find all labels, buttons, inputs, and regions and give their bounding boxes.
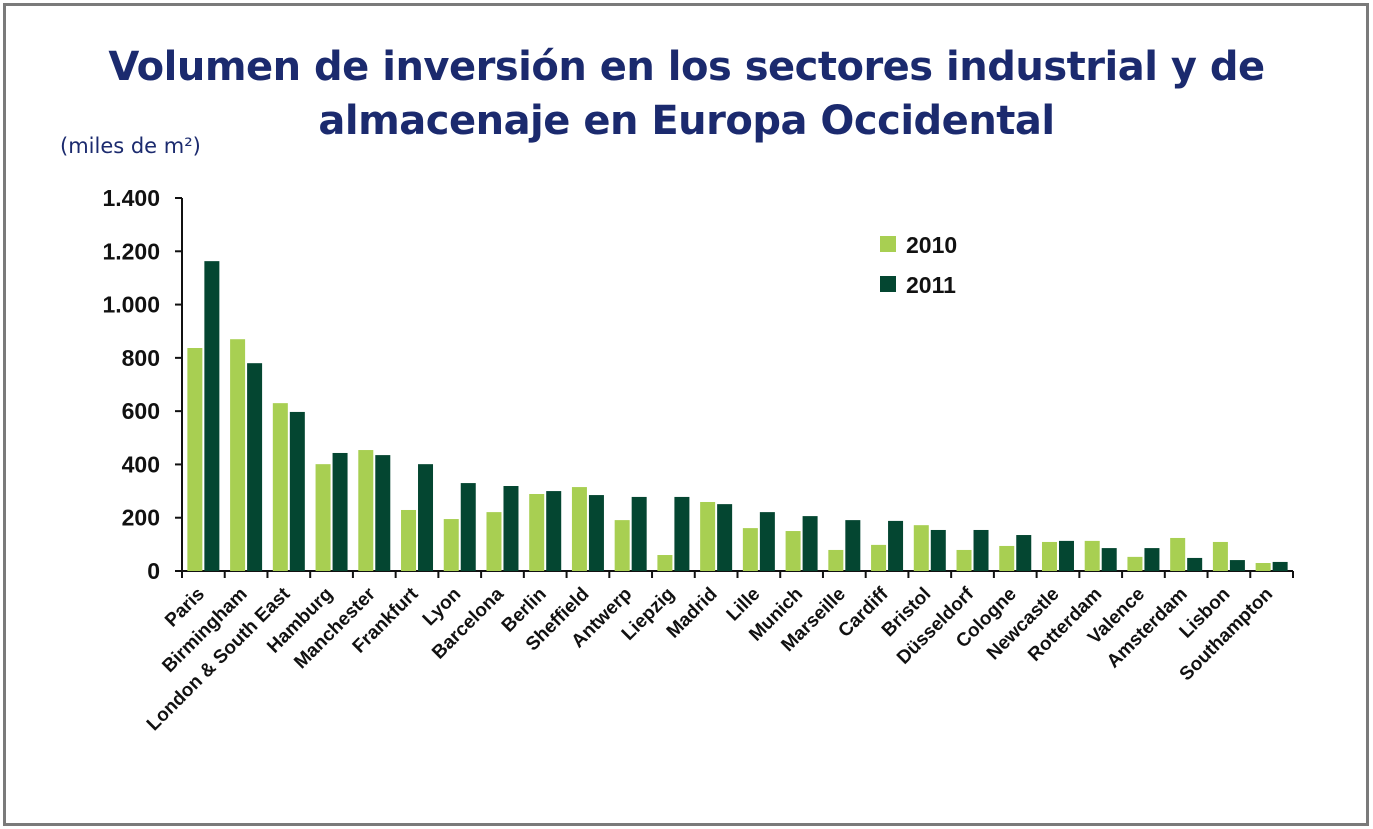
bar-2011: [1229, 560, 1245, 571]
bar-2010: [486, 512, 502, 571]
bar-2011: [418, 464, 434, 571]
bar-2011: [460, 483, 476, 571]
bars: [187, 261, 1288, 571]
y-tick-label: 1.000: [102, 292, 160, 318]
bar-2011: [289, 411, 305, 571]
bar-2010: [1084, 540, 1100, 571]
legend-label-2011: 2011: [906, 272, 956, 298]
legend: 2010 2011: [880, 232, 957, 298]
chart-title-line-1: Volumen de inversión en los sectores ind…: [108, 44, 1265, 90]
bar-2010: [913, 525, 929, 571]
bar-2010: [657, 555, 673, 571]
y-tick-label: 600: [122, 398, 160, 424]
bar-2010: [700, 501, 716, 571]
bar-2011: [204, 261, 220, 571]
y-tick-label: 0: [147, 558, 160, 584]
y-tick-label: 1.200: [102, 238, 160, 264]
bar-2010: [272, 403, 288, 571]
bar-2010: [187, 347, 203, 571]
bar-2011: [332, 452, 348, 571]
bar-2010: [1212, 541, 1228, 571]
bar-2010: [1170, 537, 1186, 571]
bar-2010: [1127, 556, 1143, 571]
bar-2011: [375, 455, 391, 571]
bar-2010: [828, 549, 844, 571]
bar-2011: [631, 496, 647, 571]
bar-2010: [529, 494, 545, 571]
bar-2010: [742, 528, 758, 571]
bar-2011: [1187, 557, 1203, 571]
bar-2010: [1041, 541, 1057, 571]
y-tick-label: 1.400: [102, 185, 160, 211]
axes: 0 200 400 600 800 1.000 1.200 1.400: [102, 185, 1294, 584]
y-tick-label: 400: [122, 451, 160, 477]
bar-2011: [1016, 535, 1032, 571]
bar-2011: [588, 495, 604, 571]
bar-2010: [1255, 563, 1271, 571]
bar-2010: [871, 544, 887, 571]
bar-2011: [888, 520, 904, 571]
bar-2011: [1272, 561, 1288, 571]
bar-2010: [358, 450, 374, 571]
legend-label-2010: 2010: [906, 232, 957, 258]
bar-2011: [1058, 540, 1074, 571]
bar-2011: [717, 504, 733, 571]
bar-2011: [1144, 548, 1160, 571]
legend-swatch-2010: [880, 236, 896, 252]
bar-2010: [999, 545, 1015, 571]
bar-2011: [247, 363, 263, 571]
chart-title-line-2: almacenaje en Europa Occidental: [318, 98, 1055, 144]
y-tick-label: 200: [122, 505, 160, 531]
bar-2010: [401, 509, 417, 571]
bar-2010: [230, 339, 246, 571]
bar-2010: [956, 549, 972, 571]
bar-2011: [845, 520, 861, 571]
bar-2011: [930, 529, 946, 571]
bar-2011: [546, 491, 562, 571]
y-axis-label: (miles de m²): [60, 134, 201, 158]
bar-2011: [973, 529, 989, 571]
bar-2011: [802, 516, 818, 571]
bar-2011: [503, 486, 519, 571]
bar-2011: [674, 496, 690, 571]
legend-swatch-2011: [880, 276, 896, 292]
y-tick-label: 800: [122, 345, 160, 371]
bar-2011: [759, 512, 775, 571]
bar-2010: [443, 519, 459, 571]
bar-2010: [315, 464, 331, 571]
bar-2010: [614, 520, 630, 571]
bar-2010: [785, 531, 801, 571]
bar-2011: [1101, 548, 1117, 571]
bar-2010: [571, 487, 587, 571]
chart-title: Volumen de inversión en los sectores ind…: [0, 40, 1373, 148]
